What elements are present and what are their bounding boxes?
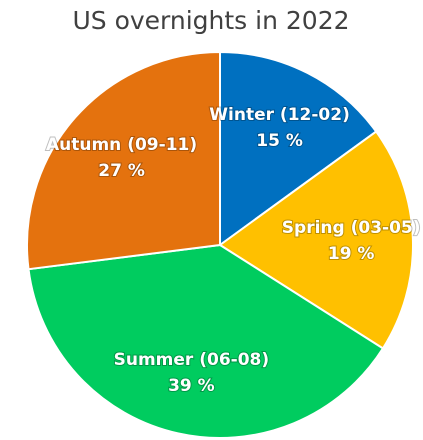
pie-slice	[27, 243, 385, 439]
slice-value-label: 15 %	[256, 131, 303, 151]
slice-label: Autumn (09-11)	[46, 135, 197, 155]
slice-value-label: 39 %	[168, 376, 215, 396]
slice-value-label: 27 %	[98, 161, 145, 181]
chart-title: US overnights in 2022	[72, 6, 349, 35]
slice-label: Summer (06-08)	[114, 350, 270, 370]
pie-slice	[26, 50, 221, 271]
slice-label: Winter (12-02)	[209, 105, 350, 125]
slice-label: Spring (03-05)	[282, 218, 421, 238]
pie-slice	[218, 130, 414, 350]
slice-value-label: 19 %	[328, 244, 375, 264]
pie-slice	[219, 50, 378, 247]
